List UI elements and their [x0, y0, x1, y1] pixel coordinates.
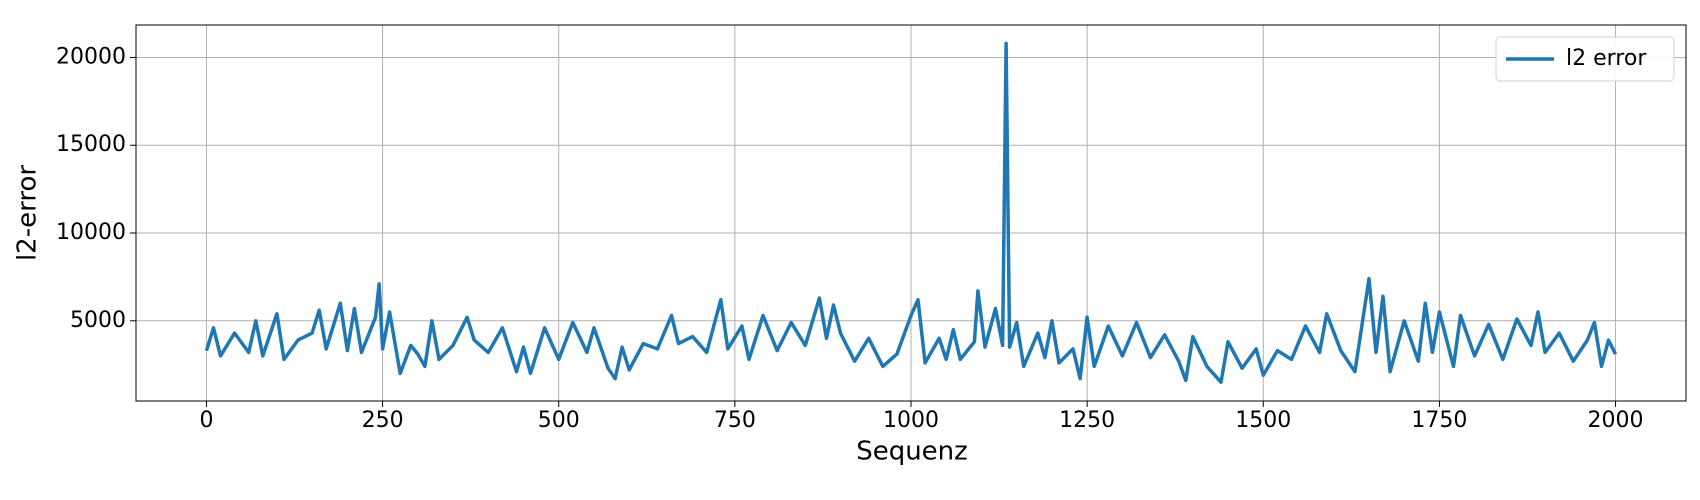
y-tick-label: 20000 — [56, 44, 126, 69]
x-tick-label: 750 — [714, 408, 756, 433]
data-line — [204, 41, 1618, 384]
y-tick-label: 10000 — [56, 220, 126, 245]
legend-label: l2 error — [1566, 46, 1647, 71]
x-tick-label: 0 — [199, 408, 213, 433]
x-tick-label: 2000 — [1588, 408, 1644, 433]
plot-frame — [135, 24, 1687, 402]
x-axis-label: Sequenz — [856, 437, 968, 467]
x-tick-label: 1750 — [1411, 408, 1467, 433]
y-tick-label: 5000 — [70, 308, 126, 333]
x-tick-label: 1500 — [1235, 408, 1291, 433]
y-tick-label: 15000 — [56, 132, 126, 157]
x-tick-label: 250 — [362, 408, 404, 433]
x-tick-label: 500 — [538, 408, 580, 433]
x-tick-label: 1000 — [883, 408, 939, 433]
y-axis-label: l2-error — [13, 165, 43, 261]
x-tick-label: 1250 — [1059, 408, 1115, 433]
legend-box — [1495, 36, 1675, 82]
